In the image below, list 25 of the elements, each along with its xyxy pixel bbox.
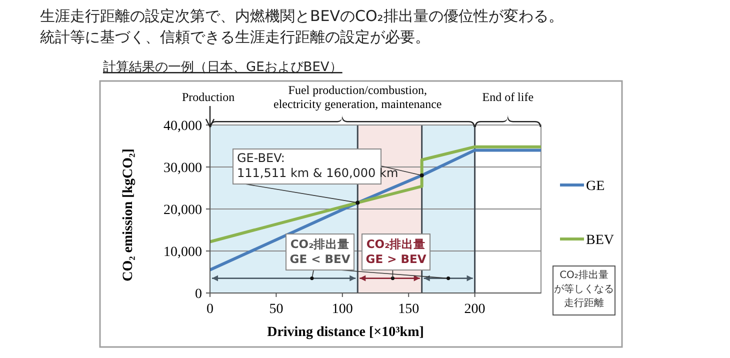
y-tick-label: 40,000 [164,118,202,134]
y-tick-label: 0 [195,286,202,302]
y-tick-label: 30,000 [164,160,202,176]
x-tick-label: 50 [269,302,284,317]
text: 計算結果の一例（日本、GEおよびBEV） [103,60,342,75]
text: End of life [482,90,534,104]
x-tick-label: 100 [332,302,353,317]
line-series [208,148,542,272]
y-tick-label: 20,000 [164,202,202,218]
x-tick-label: 200 [464,302,486,317]
chart-title: 生涯走行距離の設定次第で、内燃機関とBEVのCO₂排出量の優位性が変わる。 [40,7,564,25]
chart-subtitle: 統計等に基づく、信頼できる生涯走行距離の設定が必要。 [40,28,430,46]
text: Production [182,90,235,104]
text: Fuel production/combustion, electricity generation, maintenance [274,83,442,111]
annotation: GE-BEV: 111,511 km & 160,000 km [237,151,398,180]
x-axis-title: Driving distance [×10³km] [267,325,424,340]
annotation: CO₂排出量 GE > BEV [366,237,426,266]
y-tick-label: 10,000 [164,244,202,260]
legend-label: GE [586,178,605,194]
x-tick-label: 150 [398,302,420,317]
text: CO₂排出量が等しくなる走行距離 [554,269,614,309]
y-axis-title: CO₂ emission [kgCO₂] [121,148,136,282]
legend-label: BEV [586,232,614,248]
x-tick-label: 0 [206,302,214,317]
annotation: CO₂排出量 GE < BEV [290,237,350,266]
